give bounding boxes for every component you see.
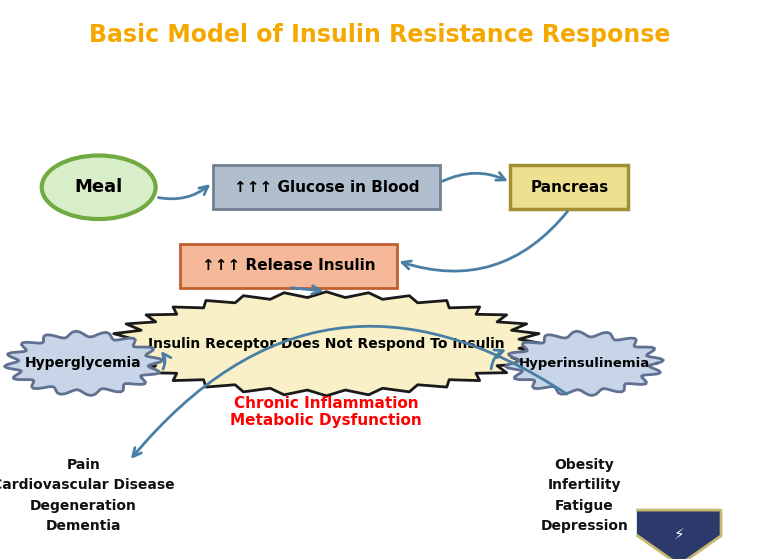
Text: ↑↑↑ Release Insulin: ↑↑↑ Release Insulin xyxy=(202,258,375,273)
Polygon shape xyxy=(5,331,162,395)
Ellipse shape xyxy=(42,155,156,219)
FancyBboxPatch shape xyxy=(510,165,628,209)
Text: Hyperglycemia: Hyperglycemia xyxy=(25,356,142,371)
FancyBboxPatch shape xyxy=(181,244,396,287)
Text: Pain
Cardiovascular Disease
Degeneration
Dementia: Pain Cardiovascular Disease Degeneration… xyxy=(0,457,175,533)
Polygon shape xyxy=(638,510,721,559)
Polygon shape xyxy=(109,292,543,396)
Text: Insulin Receptor Does Not Respond To Insulin: Insulin Receptor Does Not Respond To Ins… xyxy=(148,337,505,351)
Text: Chronic Inflammation
Metabolic Dysfunction: Chronic Inflammation Metabolic Dysfuncti… xyxy=(231,396,422,428)
Text: Basic Model of Insulin Resistance Response: Basic Model of Insulin Resistance Respon… xyxy=(89,23,670,47)
Text: Hyperinsulinemia: Hyperinsulinemia xyxy=(519,357,650,370)
Text: ↑↑↑ Glucose in Blood: ↑↑↑ Glucose in Blood xyxy=(234,180,419,195)
Text: ⚡: ⚡ xyxy=(674,527,685,542)
FancyBboxPatch shape xyxy=(213,165,440,209)
Text: Obesity
Infertility
Fatigue
Depression: Obesity Infertility Fatigue Depression xyxy=(540,457,628,533)
Text: Pancreas: Pancreas xyxy=(530,180,609,195)
Text: Meal: Meal xyxy=(74,178,123,196)
Polygon shape xyxy=(505,331,663,395)
